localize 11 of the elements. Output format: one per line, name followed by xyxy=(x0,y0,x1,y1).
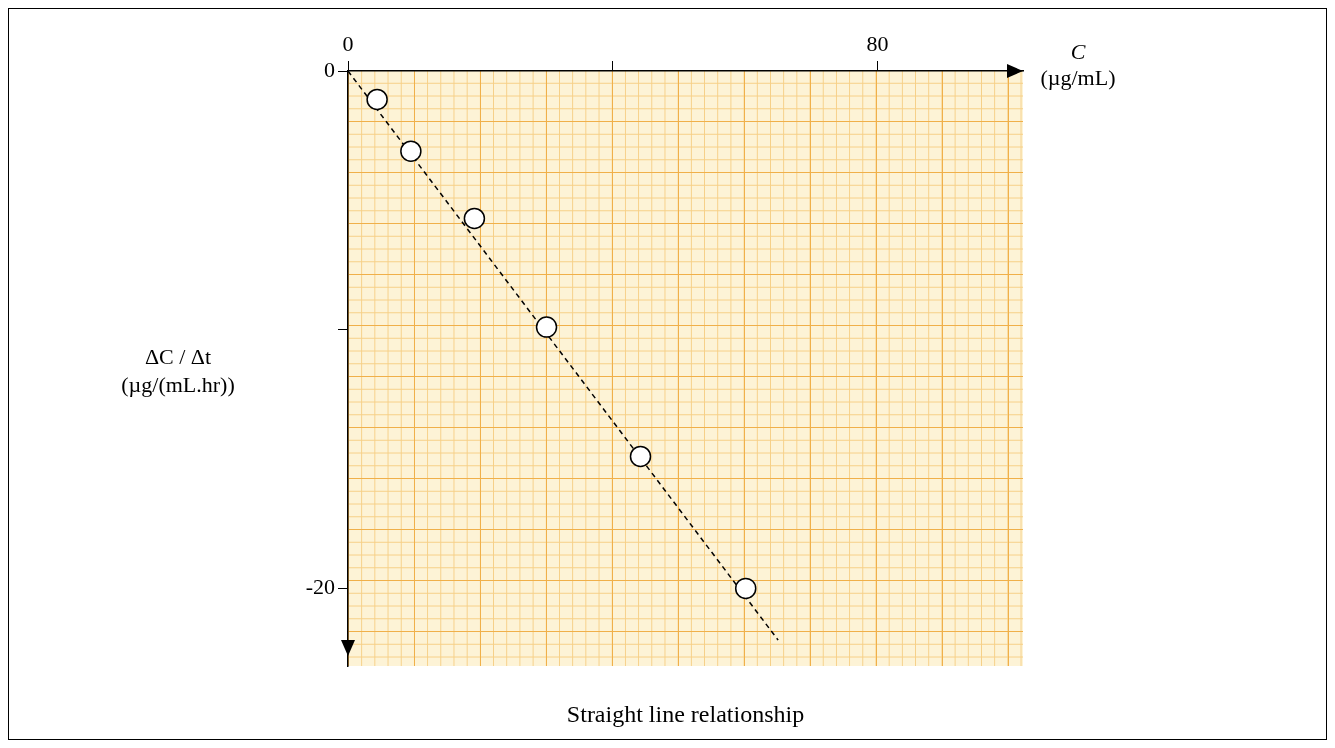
y-tick-label: -20 xyxy=(305,574,335,600)
x-axis-title: C (µg/mL) xyxy=(1040,38,1116,90)
point xyxy=(734,577,757,600)
y-axis-title: ΔC / Δt (µg/(mL.hr)) xyxy=(121,344,235,398)
point xyxy=(629,445,652,468)
x-tick-label: 80 xyxy=(866,30,889,56)
text: Straight line relationship xyxy=(566,701,805,728)
point xyxy=(535,316,558,338)
point xyxy=(400,140,422,162)
point xyxy=(366,88,388,111)
point xyxy=(463,207,486,230)
